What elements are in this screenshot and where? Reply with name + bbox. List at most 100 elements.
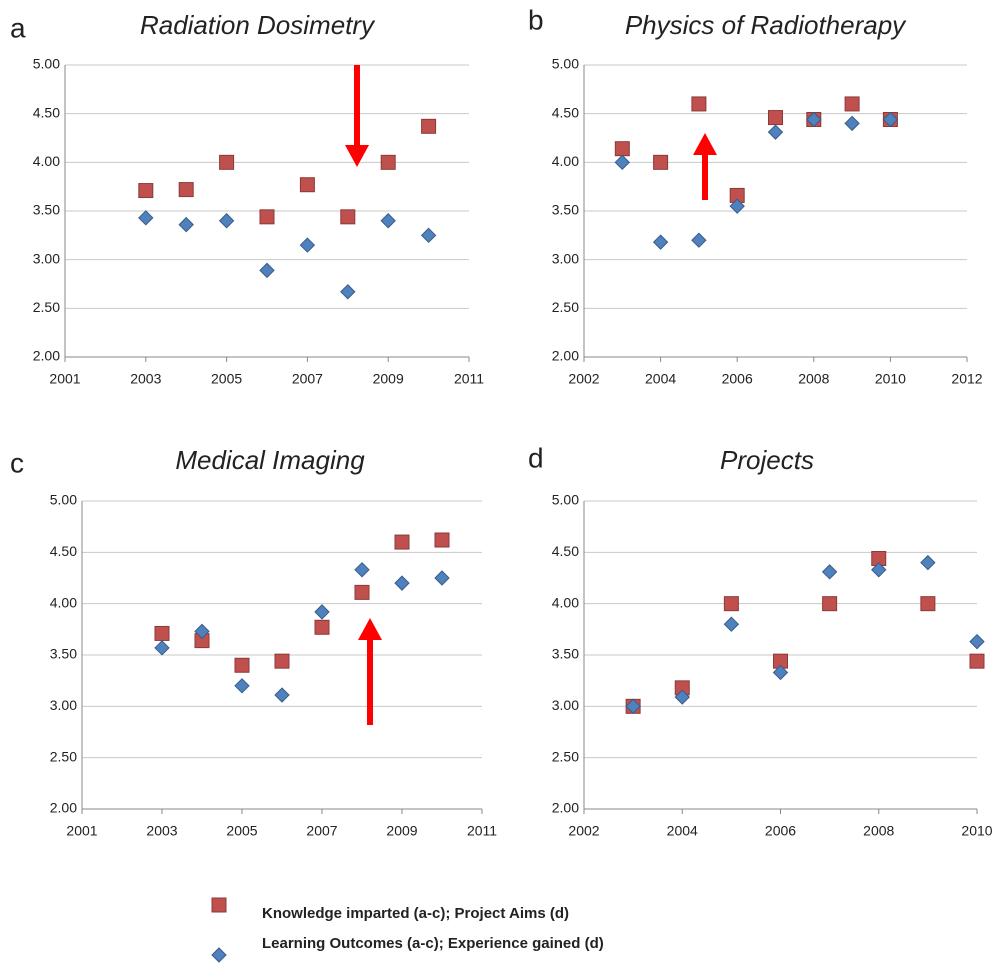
diamond-marker — [723, 616, 740, 632]
diamond-marker — [178, 216, 194, 233]
diamond-marker — [882, 111, 899, 128]
diamond-marker — [871, 562, 887, 578]
y-tick-label: 5.00 — [552, 492, 579, 508]
diamond-marker — [354, 562, 370, 578]
square-marker — [314, 619, 330, 635]
y-tick-label: 3.00 — [33, 250, 60, 266]
y-tick-label: 3.50 — [50, 646, 77, 662]
arrow-head — [693, 133, 717, 155]
arrow-head — [345, 145, 369, 167]
x-tick-label: 2011 — [454, 371, 484, 387]
diamond-marker — [218, 213, 235, 229]
y-tick-label: 2.50 — [33, 299, 60, 315]
square-marker — [274, 653, 290, 669]
diamond-marker — [211, 947, 227, 963]
panel-label: b — [528, 4, 544, 35]
x-tick-label: 2007 — [292, 371, 323, 387]
square-marker — [434, 532, 450, 548]
diamond-marker — [625, 698, 641, 715]
square-marker — [138, 183, 154, 199]
y-tick-label: 3.50 — [552, 646, 579, 662]
diamond-marker — [691, 232, 707, 248]
diamond-marker — [394, 575, 410, 591]
y-tick-label: 5.00 — [50, 492, 77, 508]
square-marker — [421, 118, 437, 134]
x-tick-label: 2005 — [211, 371, 242, 387]
square-marker — [178, 182, 194, 198]
diamond-marker — [259, 262, 275, 279]
square-marker — [723, 596, 739, 612]
y-tick-label: 3.00 — [552, 697, 579, 713]
y-tick-label: 4.50 — [552, 104, 579, 120]
square-marker — [394, 534, 410, 550]
diamond-marker — [920, 554, 936, 571]
x-tick-label: 2006 — [722, 371, 753, 387]
square-marker — [354, 584, 370, 600]
diamond-marker — [299, 237, 316, 253]
y-tick-label: 4.00 — [50, 594, 77, 610]
x-tick-label: 2005 — [226, 823, 257, 839]
chart-title: Medical Imaging — [175, 445, 365, 475]
x-tick-label: 2004 — [667, 823, 698, 839]
x-tick-label: 2007 — [306, 823, 337, 839]
diamond-marker — [380, 213, 396, 229]
chart-title: Projects — [720, 445, 814, 475]
arrow-head — [358, 618, 382, 640]
diamond-marker — [274, 687, 290, 703]
y-tick-label: 4.50 — [552, 543, 579, 559]
y-tick-label: 2.50 — [552, 748, 579, 764]
diamond-marker — [729, 198, 745, 214]
x-tick-label: 2003 — [146, 823, 177, 839]
panel-label: c — [10, 447, 24, 478]
square-marker — [219, 154, 235, 170]
chart-title: Physics of Radiotherapy — [625, 10, 907, 40]
x-tick-label: 2001 — [49, 371, 80, 387]
y-tick-label: 4.00 — [552, 153, 579, 169]
square-marker — [211, 897, 227, 913]
diamond-marker — [772, 664, 789, 681]
x-tick-label: 2002 — [568, 823, 599, 839]
y-tick-label: 4.00 — [33, 153, 60, 169]
x-tick-label: 2009 — [373, 371, 404, 387]
y-tick-label: 3.00 — [552, 250, 579, 266]
square-marker — [299, 177, 315, 193]
legend-label: Learning Outcomes (a-c); Experience gain… — [262, 935, 604, 952]
diamond-marker — [614, 154, 631, 171]
square-marker — [768, 110, 783, 126]
diamond-marker — [138, 210, 154, 226]
panel-label: d — [528, 442, 544, 473]
x-tick-label: 2009 — [386, 823, 417, 839]
square-marker — [614, 141, 630, 157]
y-tick-label: 5.00 — [33, 56, 60, 72]
y-tick-label: 3.50 — [552, 202, 579, 218]
y-tick-label: 2.00 — [50, 800, 77, 816]
x-tick-label: 2008 — [798, 371, 829, 387]
square-marker — [234, 657, 250, 673]
diamond-marker — [194, 623, 210, 640]
y-tick-label: 3.00 — [50, 697, 77, 713]
y-tick-label: 2.50 — [552, 299, 579, 315]
x-tick-label: 2003 — [130, 371, 161, 387]
y-tick-label: 4.00 — [552, 594, 579, 610]
diamond-marker — [154, 640, 170, 656]
x-tick-label: 2011 — [467, 823, 497, 839]
square-marker — [259, 209, 275, 225]
x-tick-label: 2004 — [645, 371, 676, 387]
diamond-marker — [420, 227, 437, 244]
y-tick-label: 4.50 — [33, 104, 60, 120]
square-marker — [380, 154, 396, 170]
square-marker — [154, 625, 170, 641]
y-tick-label: 2.00 — [552, 800, 579, 816]
diamond-marker — [674, 689, 690, 705]
x-tick-label: 2010 — [875, 371, 906, 387]
diamond-marker — [767, 124, 784, 140]
square-marker — [340, 209, 356, 225]
x-tick-label: 2008 — [863, 823, 894, 839]
diamond-marker — [969, 633, 985, 650]
diamond-marker — [844, 115, 860, 132]
diamond-marker — [434, 570, 450, 586]
panel-label: a — [10, 12, 26, 43]
square-marker — [920, 596, 936, 612]
diamond-marker — [652, 234, 669, 250]
